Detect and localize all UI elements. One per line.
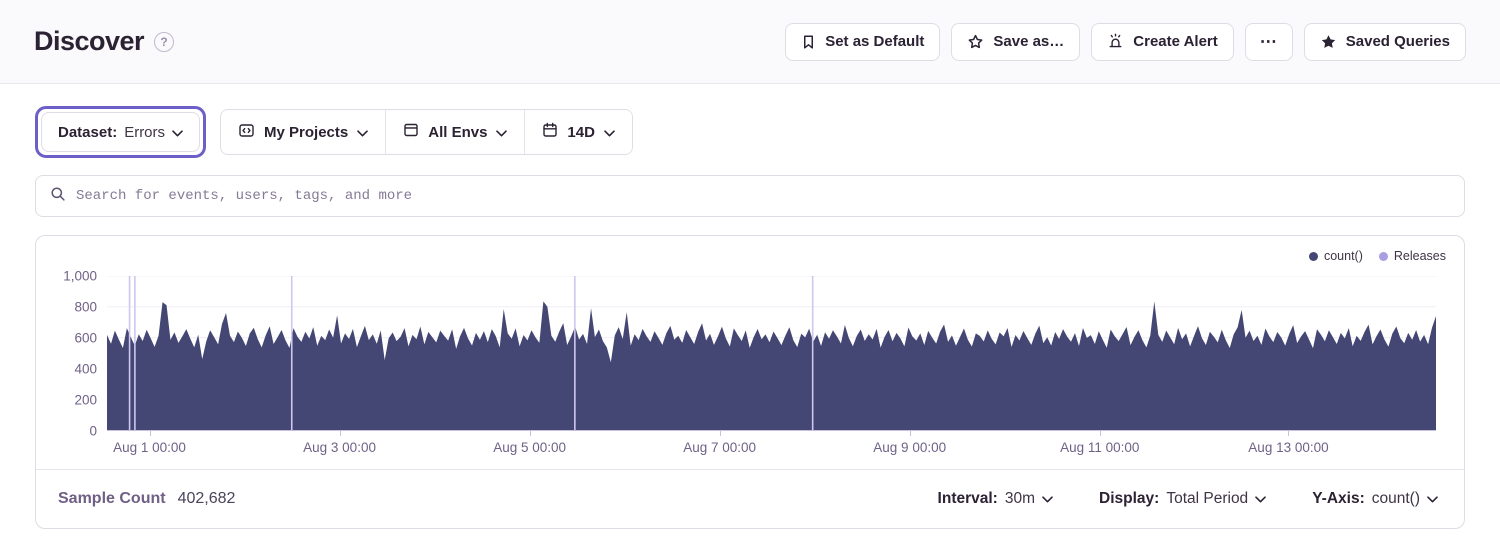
siren-icon: [1107, 33, 1124, 50]
y-axis-label: Y-Axis:: [1312, 490, 1365, 507]
page-header: Discover ? Set as Default Save as… C: [0, 0, 1500, 84]
chevron-down-icon: [1427, 490, 1438, 508]
set-as-default-button[interactable]: Set as Default: [785, 22, 941, 61]
legend-count-label: count(): [1323, 249, 1363, 263]
projects-icon: [238, 122, 255, 143]
search-box: [35, 175, 1465, 217]
star-outline-icon: [967, 34, 984, 50]
x-tick-mark: [1288, 431, 1290, 436]
footer-controls: Interval: 30m Display: Total Period Y-Ax…: [938, 490, 1442, 508]
y-axis-value: count(): [1371, 490, 1420, 507]
ellipsis-icon: ⋯: [1259, 31, 1278, 51]
set-as-default-label: Set as Default: [825, 33, 925, 50]
chart-legend: count() Releases: [36, 248, 1464, 264]
dataset-value: Errors: [124, 123, 166, 141]
x-tick-mark: [909, 431, 911, 436]
y-tick-label: 400: [74, 361, 97, 377]
legend-item-count[interactable]: count(): [1308, 249, 1363, 263]
y-tick-label: 200: [74, 392, 97, 408]
y-axis-labels: 1,000 800 600 400 200 0: [36, 269, 107, 439]
chart-plot-area[interactable]: [107, 276, 1436, 431]
window-icon: [403, 122, 419, 142]
search-icon: [50, 186, 66, 207]
date-range-filter[interactable]: 14D: [524, 110, 632, 154]
chevron-down-icon: [496, 124, 508, 141]
x-tick-label: Aug 13 00:00: [1248, 440, 1329, 455]
chevron-down-icon: [357, 124, 369, 141]
chevron-down-icon: [1255, 490, 1266, 508]
chevron-down-icon: [172, 124, 183, 141]
bookmark-icon: [801, 34, 816, 50]
count-series-dot: [1308, 251, 1318, 261]
interval-dropdown[interactable]: Interval: 30m: [938, 490, 1053, 508]
x-axis-labels: Aug 1 00:00 Aug 3 00:00 Aug 5 00:00 Aug 7 0…: [107, 431, 1436, 459]
saved-queries-label: Saved Queries: [1345, 33, 1450, 50]
display-label: Display:: [1099, 490, 1160, 507]
display-value: Total Period: [1166, 490, 1249, 507]
y-tick-label: 800: [74, 299, 97, 315]
releases-series-dot: [1378, 251, 1388, 261]
dataset-highlight-ring: Dataset: Errors: [35, 106, 207, 158]
header-actions: Set as Default Save as… Create Alert ⋯: [785, 22, 1466, 61]
x-tick-label: Aug 9 00:00: [873, 440, 947, 455]
x-tick-mark: [149, 431, 151, 436]
page-title: Discover: [34, 26, 145, 56]
save-as-button[interactable]: Save as…: [951, 22, 1081, 61]
help-icon[interactable]: ?: [154, 31, 175, 52]
sample-count-value: 402,682: [177, 490, 236, 507]
x-tick-label: Aug 5 00:00: [493, 440, 567, 455]
create-alert-button[interactable]: Create Alert: [1091, 22, 1234, 61]
area-chart-svg: [107, 276, 1436, 430]
events-chart-panel: count() Releases 1,000 800 600 400 200 0 Aug …: [35, 235, 1465, 529]
saved-queries-button[interactable]: Saved Queries: [1303, 22, 1466, 61]
environment-filter-label: All Envs: [428, 123, 488, 141]
sample-count-label: Sample Count: [58, 490, 166, 507]
star-filled-icon: [1320, 34, 1337, 50]
legend-item-releases[interactable]: Releases: [1378, 249, 1446, 263]
x-tick-label: Aug 11 00:00: [1060, 440, 1140, 455]
calendar-icon: [542, 122, 558, 142]
chart-section: count() Releases 1,000 800 600 400 200 0 Aug …: [36, 236, 1464, 469]
x-tick-mark: [1099, 431, 1101, 436]
x-tick-label: Aug 7 00:00: [683, 440, 757, 455]
page-filter-group: My Projects All Envs: [220, 109, 633, 155]
x-tick-label: Aug 1 00:00: [113, 440, 186, 455]
search-input[interactable]: [76, 188, 1450, 204]
interval-label: Interval:: [937, 490, 998, 507]
legend-releases-label: Releases: [1393, 249, 1446, 263]
project-filter-label: My Projects: [264, 123, 349, 141]
environment-filter[interactable]: All Envs: [385, 110, 525, 154]
more-options-button[interactable]: ⋯: [1244, 22, 1293, 61]
create-alert-label: Create Alert: [1133, 33, 1218, 50]
x-tick-label: Aug 3 00:00: [303, 440, 376, 455]
save-as-label: Save as…: [993, 33, 1065, 50]
dataset-label: Dataset:: [58, 123, 118, 141]
filter-bar: Dataset: Errors My Projects: [0, 106, 1500, 158]
y-tick-label: 1,000: [63, 268, 97, 284]
x-tick-mark: [719, 431, 721, 436]
interval-value: 30m: [1004, 490, 1036, 507]
chart-body: 1,000 800 600 400 200 0 Aug 1 00:00 Aug 3 00:0…: [36, 269, 1464, 459]
y-tick-label: 600: [74, 330, 97, 346]
display-dropdown[interactable]: Display: Total Period: [1099, 490, 1266, 508]
y-tick-label: 0: [89, 423, 97, 439]
chevron-down-icon: [1042, 490, 1053, 508]
x-tick-mark: [339, 431, 341, 436]
project-filter[interactable]: My Projects: [221, 110, 386, 154]
dataset-dropdown[interactable]: Dataset: Errors: [41, 112, 201, 152]
plot-wrap: Aug 1 00:00 Aug 3 00:00 Aug 5 00:00 Aug 7 0…: [107, 276, 1436, 459]
x-tick-mark: [529, 431, 531, 436]
date-range-label: 14D: [567, 123, 595, 141]
y-axis-dropdown[interactable]: Y-Axis: count(): [1312, 490, 1438, 508]
chart-footer: Sample Count 402,682 Interval: 30m Displ…: [36, 469, 1464, 528]
search-row: [0, 175, 1500, 217]
chevron-down-icon: [604, 124, 615, 141]
sample-count: Sample Count 402,682: [58, 490, 235, 508]
